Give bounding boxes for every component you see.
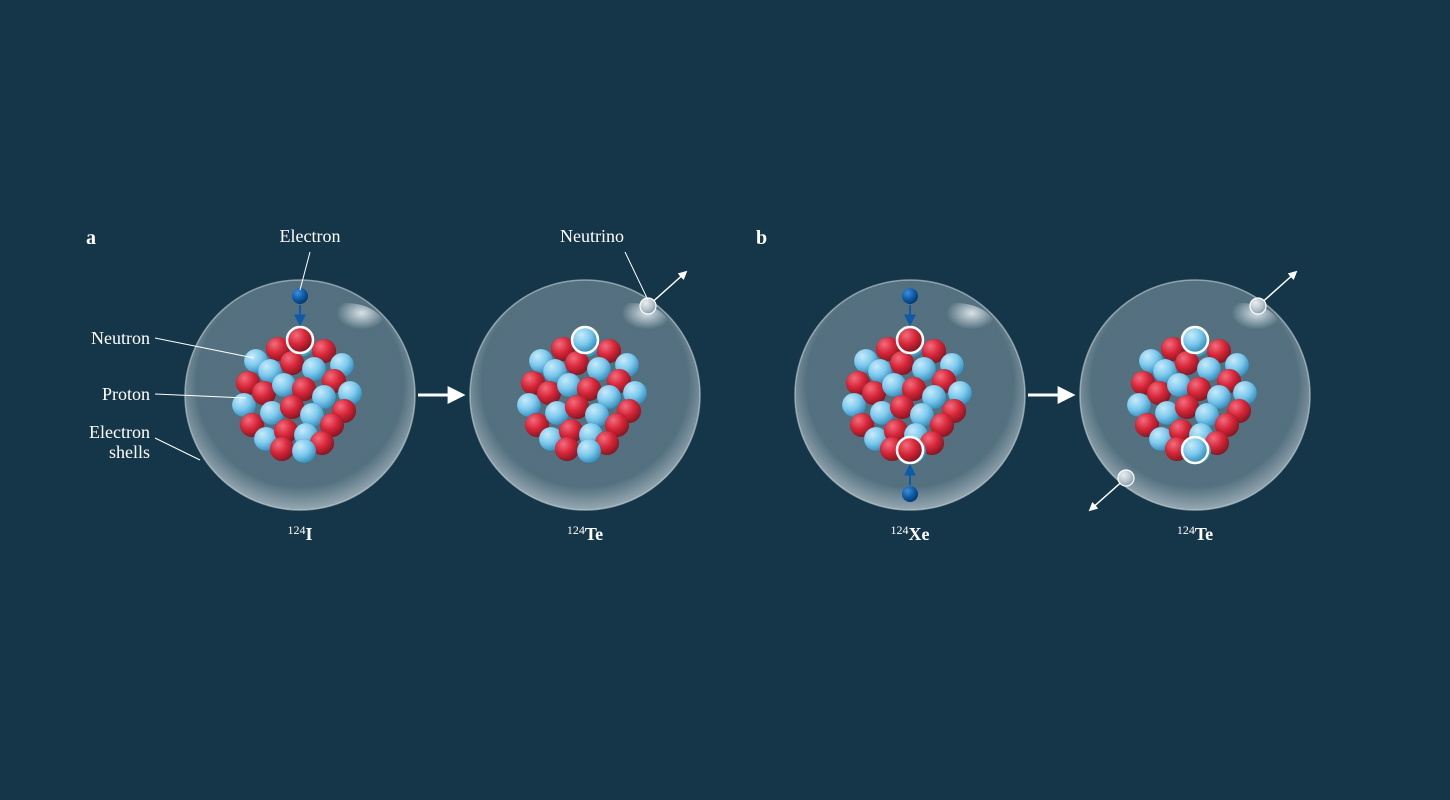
label-proton: Proton bbox=[102, 384, 150, 404]
highlighted-proton bbox=[287, 327, 313, 353]
panel-letter-b: b bbox=[756, 227, 767, 249]
highlighted-neutron bbox=[1182, 437, 1208, 463]
highlighted-neutron bbox=[572, 327, 598, 353]
highlighted-neutron bbox=[1182, 327, 1208, 353]
nuclear-decay-diagram: aElectronNeutronProtonElectronshells124I… bbox=[0, 0, 1450, 800]
label-neutron: Neutron bbox=[91, 328, 150, 348]
highlighted-proton bbox=[897, 327, 923, 353]
label-neutrino: Neutrino bbox=[560, 226, 624, 246]
highlighted-proton bbox=[897, 437, 923, 463]
panel-letter-a: a bbox=[86, 227, 96, 249]
label-electron: Electron bbox=[280, 226, 341, 246]
